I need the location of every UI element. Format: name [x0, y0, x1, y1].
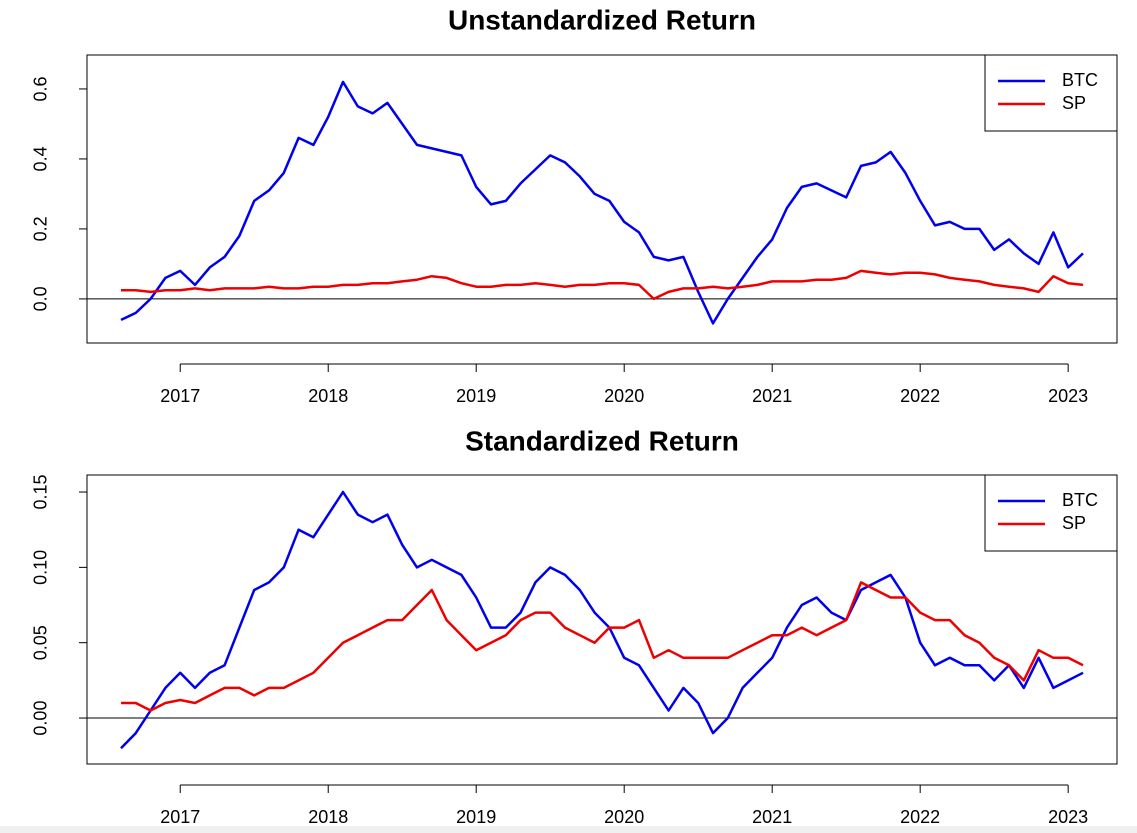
- y-tick-label: 0.6: [31, 76, 51, 101]
- legend-label: SP: [1062, 93, 1086, 113]
- data-line: [121, 269, 1084, 301]
- y-tick-label: 0.05: [31, 625, 51, 660]
- x-tick-label: 2019: [456, 386, 496, 406]
- chart-title: Unstandardized Return: [448, 4, 756, 35]
- legend-label: BTC: [1062, 70, 1098, 90]
- x-tick-label: 2019: [456, 807, 496, 827]
- data-line: [120, 80, 1084, 325]
- legend-box: [984, 474, 1118, 552]
- x-tick-label: 2020: [604, 386, 644, 406]
- chart-title: Standardized Return: [465, 425, 739, 456]
- x-tick-label: 2018: [308, 386, 348, 406]
- y-tick-label: 0.4: [31, 146, 51, 171]
- x-tick-label: 2021: [752, 807, 792, 827]
- plot-frame: [86, 54, 1118, 344]
- data-line: [120, 490, 1084, 750]
- y-tick-label: 0.00: [31, 701, 51, 736]
- x-tick-label: 2022: [900, 386, 940, 406]
- legend-label: SP: [1062, 513, 1086, 533]
- bottom-strip: [0, 826, 1137, 833]
- legend-label: BTC: [1062, 490, 1098, 510]
- x-tick-label: 2023: [1048, 807, 1088, 827]
- x-tick-label: 2017: [160, 386, 200, 406]
- x-tick-label: 2022: [900, 807, 940, 827]
- x-tick-label: 2020: [604, 807, 644, 827]
- y-tick-label: 0.10: [31, 550, 51, 585]
- x-tick-label: 2017: [160, 807, 200, 827]
- y-tick-label: 0.0: [31, 286, 51, 311]
- x-tick-label: 2018: [308, 807, 348, 827]
- legend-box: [984, 54, 1118, 132]
- y-tick-label: 0.15: [31, 475, 51, 510]
- x-tick-label: 2023: [1048, 386, 1088, 406]
- x-tick-label: 2021: [752, 386, 792, 406]
- data-line: [121, 581, 1084, 712]
- y-tick-label: 0.2: [31, 216, 51, 241]
